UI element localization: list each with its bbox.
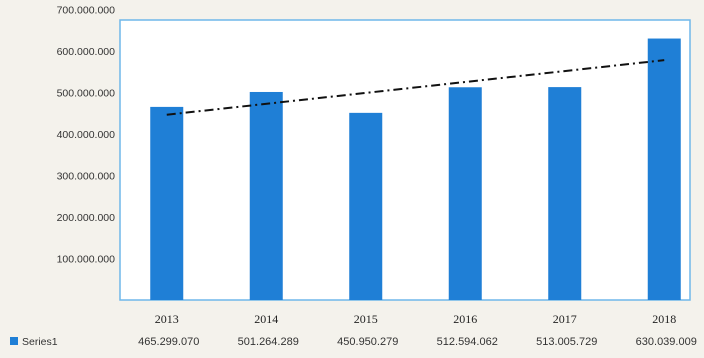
legend-series-name: Series1 — [22, 336, 58, 348]
data-table-value: 450.950.279 — [337, 336, 398, 348]
data-table-value: 501.264.289 — [238, 336, 299, 348]
bar-2013 — [150, 106, 184, 301]
bar-2018 — [647, 38, 681, 300]
bar-2015 — [349, 112, 383, 300]
x-category-label: 2013 — [155, 312, 179, 326]
linear-trendline — [166, 59, 665, 116]
y-tick-label: 500.000.000 — [57, 88, 116, 100]
y-tick-label: 600.000.000 — [57, 46, 116, 58]
y-tick-label: 200.000.000 — [57, 212, 116, 224]
data-table-value: 465.299.070 — [138, 336, 199, 348]
y-tick-label: 300.000.000 — [57, 171, 116, 183]
y-axis-ticks: 100.000.000 200.000.000 300.000.000 400.000… — [57, 5, 116, 266]
x-axis-categories: 2013 2014 2015 2016 2017 2018 — [155, 312, 677, 326]
legend-data-table: Series1 465.299.070 501.264.289 450.950.279… — [10, 336, 697, 348]
bar-2017 — [548, 87, 582, 300]
data-table-value: 630.039.009 — [636, 336, 697, 348]
plot-frame — [119, 19, 691, 301]
y-tick-label: 100.000.000 — [57, 254, 116, 266]
plot-area — [119, 19, 691, 301]
bar-2016 — [448, 87, 482, 300]
x-category-label: 2015 — [354, 312, 378, 326]
x-category-label: 2016 — [453, 312, 477, 326]
trendline — [166, 59, 665, 116]
y-tick-label: 700.000.000 — [57, 5, 116, 17]
data-table-value: 513.005.729 — [536, 336, 597, 348]
legend-key-series1 — [10, 337, 18, 345]
y-tick-label: 400.000.000 — [57, 129, 116, 141]
x-category-label: 2014 — [254, 312, 278, 326]
x-category-label: 2017 — [553, 312, 577, 326]
x-category-label: 2018 — [652, 312, 676, 326]
bar-2014 — [249, 91, 283, 301]
bars — [150, 38, 681, 301]
data-table-value: 512.594.062 — [437, 336, 498, 348]
